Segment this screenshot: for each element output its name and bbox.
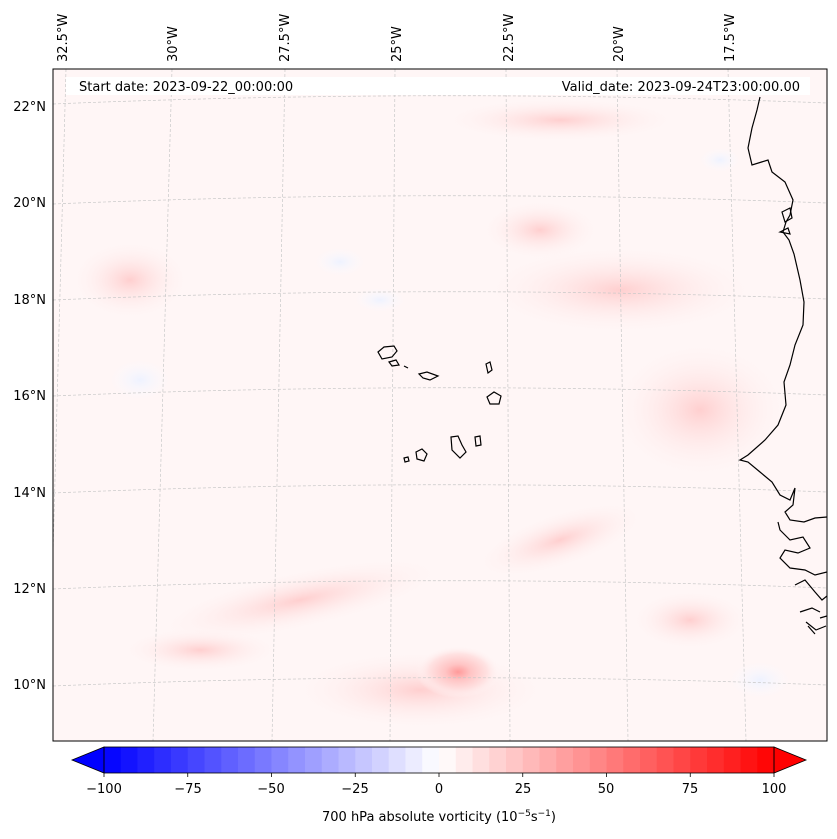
colorbar-cell	[388, 747, 407, 773]
colorbar-cell	[573, 747, 591, 773]
colorbar-cell	[120, 747, 139, 773]
colorbar-cell	[640, 747, 658, 773]
coastlines	[738, 96, 827, 635]
island-sao-vicente	[387, 359, 400, 367]
cb-tick-label: 50	[598, 782, 615, 797]
cb-tick-label: −50	[257, 782, 284, 797]
header-band	[66, 77, 810, 95]
colorbar-cell	[405, 747, 423, 773]
colorbar-cell	[472, 747, 490, 773]
colorbar-cell	[740, 747, 758, 773]
lat-label-12n: 12°N	[13, 582, 46, 597]
gambia-coast	[777, 521, 827, 576]
cb-tick-label: 75	[682, 782, 699, 797]
lat-label-14n: 14°N	[13, 486, 46, 501]
colorbar-cell	[321, 747, 340, 773]
lat-label-16n: 16°N	[13, 389, 46, 404]
colorbar-cell	[238, 747, 256, 773]
colorbar-cell	[422, 747, 440, 773]
island-sao-nicolau	[417, 371, 440, 381]
lon-label-17-5w: 17.5°W	[723, 14, 738, 62]
island-santa-luzia	[403, 365, 409, 369]
valid-date-label: Valid_date: 2023-09-24T23:00:00.00	[562, 80, 800, 95]
colorbar-cell	[305, 747, 323, 773]
lat-label-22n: 22°N	[13, 100, 46, 115]
colorbar-cell	[288, 747, 306, 773]
colorbar-label: 700 hPa absolute vorticity (10−5s−1)	[322, 809, 556, 825]
island-maio	[474, 435, 482, 447]
colorbar-cell	[254, 747, 273, 773]
lon-label-20w: 20°W	[612, 26, 627, 62]
colorbar-cell	[707, 747, 725, 773]
vorticity-contours	[70, 98, 790, 730]
lon-label-22-5w: 22.5°W	[502, 14, 517, 62]
cb-tick-label: −100	[86, 782, 122, 797]
lon-label-30w: 30°W	[166, 26, 181, 62]
colorbar-cell	[589, 747, 608, 773]
guinea-bissau-coast	[794, 579, 827, 635]
africa-coastline	[738, 96, 827, 523]
cb-tick-label: −75	[174, 782, 201, 797]
colorbar-cell	[372, 747, 390, 773]
colorbar-cell	[221, 747, 239, 773]
cape-verde-islands	[377, 345, 502, 463]
lon-label-27-5w: 27.5°W	[278, 14, 293, 62]
colorbar-cell	[723, 747, 742, 773]
western-sahara-islands	[778, 207, 793, 235]
colorbar-cell	[757, 747, 775, 773]
colorbar-cells	[104, 747, 775, 773]
colorbar-cell	[489, 747, 507, 773]
colorbar-cell	[656, 747, 675, 773]
island-fogo	[415, 448, 428, 462]
start-date-label: Start date: 2023-09-22_00:00:00	[79, 80, 293, 95]
lat-label-18n: 18°N	[13, 293, 46, 308]
colorbar-cell	[104, 747, 122, 773]
longitude-labels: 32.5°W 30°W 27.5°W 25°W 22.5°W 20°W 17.5…	[56, 14, 738, 62]
cb-tick-label: 25	[515, 782, 532, 797]
colorbar-cell	[154, 747, 172, 773]
lat-label-10n: 10°N	[13, 678, 46, 693]
island-brava	[403, 456, 410, 463]
island-santiago	[450, 435, 467, 459]
colorbar-cell	[187, 747, 206, 773]
latitude-labels: 22°N 20°N 18°N 16°N 14°N 12°N 10°N	[13, 100, 46, 693]
colorbar-cell	[271, 747, 289, 773]
colorbar-cell	[338, 747, 356, 773]
map-panel	[52, 68, 828, 742]
colorbar-cell	[690, 747, 708, 773]
colorbar-min-extend	[70, 746, 105, 774]
colorbar-tick-marks	[103, 773, 775, 777]
colorbar-cell	[623, 747, 641, 773]
colorbar-max-extend	[773, 746, 808, 774]
cb-tick-label: 0	[435, 782, 443, 797]
lon-label-32-5w: 32.5°W	[56, 14, 71, 62]
colorbar-cell	[539, 747, 557, 773]
colorbar-cell	[673, 747, 691, 773]
colorbar-cell	[522, 747, 541, 773]
island-santo-antao	[377, 345, 398, 360]
colorbar-cell	[556, 747, 574, 773]
island-boa-vista	[486, 391, 502, 405]
lon-label-25w: 25°W	[390, 26, 405, 62]
map-frame	[52, 68, 828, 742]
colorbar-cell	[137, 747, 155, 773]
island-sal	[485, 361, 493, 375]
colorbar: −100 −75 −50 −25 0 25 50 75 100 700 hPa …	[70, 746, 808, 825]
colorbar-cell	[455, 747, 474, 773]
colorbar-cell	[506, 747, 524, 773]
lat-label-20n: 20°N	[13, 196, 46, 211]
colorbar-cell	[355, 747, 373, 773]
cb-tick-label: −25	[341, 782, 368, 797]
colorbar-cell	[171, 747, 189, 773]
colorbar-cell	[606, 747, 624, 773]
colorbar-cell	[204, 747, 222, 773]
cb-tick-label: 100	[762, 782, 787, 797]
colorbar-cell	[439, 747, 457, 773]
graticule	[53, 69, 827, 741]
